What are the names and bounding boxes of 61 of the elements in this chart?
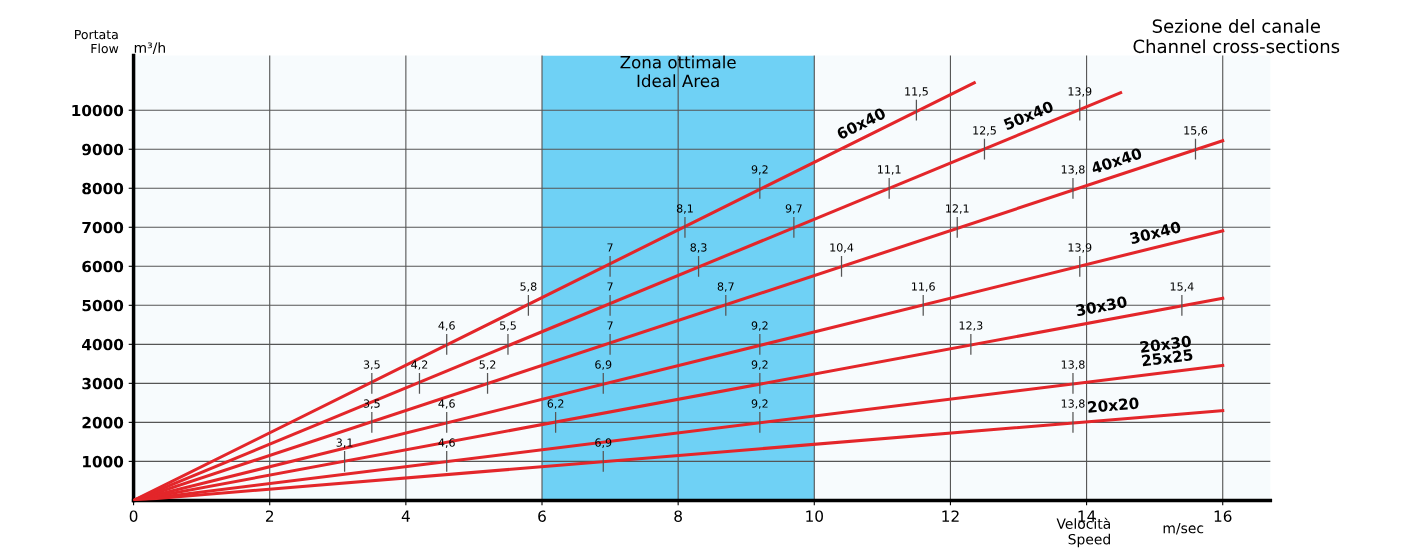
annotation: 3,5	[363, 360, 380, 370]
text: Sezione del canale Channel cross-sections	[1133, 18, 1340, 54]
annotation: 5,2	[479, 360, 496, 370]
annotation: 8,3	[690, 243, 707, 253]
annotation: 5,8	[520, 282, 537, 292]
text: m/sec	[1163, 523, 1204, 535]
x-tick-label: 10	[806, 510, 823, 522]
x-tick-label: 4	[401, 510, 410, 522]
y-tick-label: 1000	[83, 455, 124, 468]
y-tick-label: 4000	[82, 338, 124, 351]
annotation: 6,9	[595, 360, 612, 370]
annotation: 3,1	[336, 438, 353, 448]
annotation: 9,7	[785, 204, 802, 214]
annotation: 9,2	[751, 360, 768, 370]
annotation: 13,8	[1061, 360, 1085, 370]
y-tick-label: 7000	[82, 221, 124, 234]
annotation: 6,2	[547, 399, 564, 409]
annotation: 13,8	[1061, 165, 1085, 175]
y-tick-label: 5000	[82, 299, 124, 312]
annotation: 8,1	[676, 204, 693, 214]
x-tick-label: 0	[129, 510, 138, 522]
x-tick-label: 2	[265, 510, 274, 522]
annotation: 7	[607, 321, 613, 330]
text: 20x30 25x25	[1140, 335, 1193, 367]
text: 30x30	[1075, 295, 1128, 317]
annotation: 9,2	[751, 399, 768, 409]
y-tick-label: 6000	[82, 260, 124, 273]
text: 30x40	[1129, 220, 1182, 245]
y-tick-label: 2000	[82, 416, 124, 429]
x-tick-label: 8	[674, 510, 682, 522]
annotation: 7	[607, 243, 613, 252]
annotation: 4,6	[438, 321, 455, 331]
annotation: 4,2	[411, 360, 428, 370]
x-tick-label: 16	[1214, 510, 1232, 522]
y-tick-label: 10000	[72, 104, 124, 117]
x-tick-label: 6	[538, 510, 546, 522]
annotation: 11,1	[878, 165, 901, 175]
annotation: 9,2	[751, 321, 768, 331]
annotation: 12,3	[959, 321, 983, 331]
text: m³/h	[134, 42, 165, 54]
annotation: 8,7	[717, 282, 734, 292]
annotation: 11,5	[905, 87, 928, 97]
annotation: 15,6	[1184, 126, 1208, 136]
annotation: 15,4	[1170, 282, 1194, 292]
annotation: 12,5	[973, 126, 996, 136]
band-label: Zona ottimale Ideal Area	[620, 55, 736, 88]
annotation: 13,8	[1061, 399, 1085, 409]
x-tick-label: 12	[942, 510, 959, 522]
series-label: 20x20	[1087, 397, 1139, 413]
annotation: 5,5	[499, 321, 516, 331]
annotation: 11,6	[912, 282, 935, 292]
y-tick-label: 8000	[82, 182, 124, 195]
y-tick-label: 9000	[82, 143, 124, 156]
y-axis-title: Portata Flow	[75, 29, 119, 54]
annotation: 4,6	[438, 399, 455, 409]
text: 40x40	[1090, 147, 1143, 175]
annotation: 4,6	[438, 438, 455, 448]
y-tick-label: 3000	[82, 377, 124, 390]
annotation: 7	[607, 282, 613, 291]
annotation: 9,2	[751, 165, 768, 175]
annotation: 10,4	[830, 243, 854, 253]
